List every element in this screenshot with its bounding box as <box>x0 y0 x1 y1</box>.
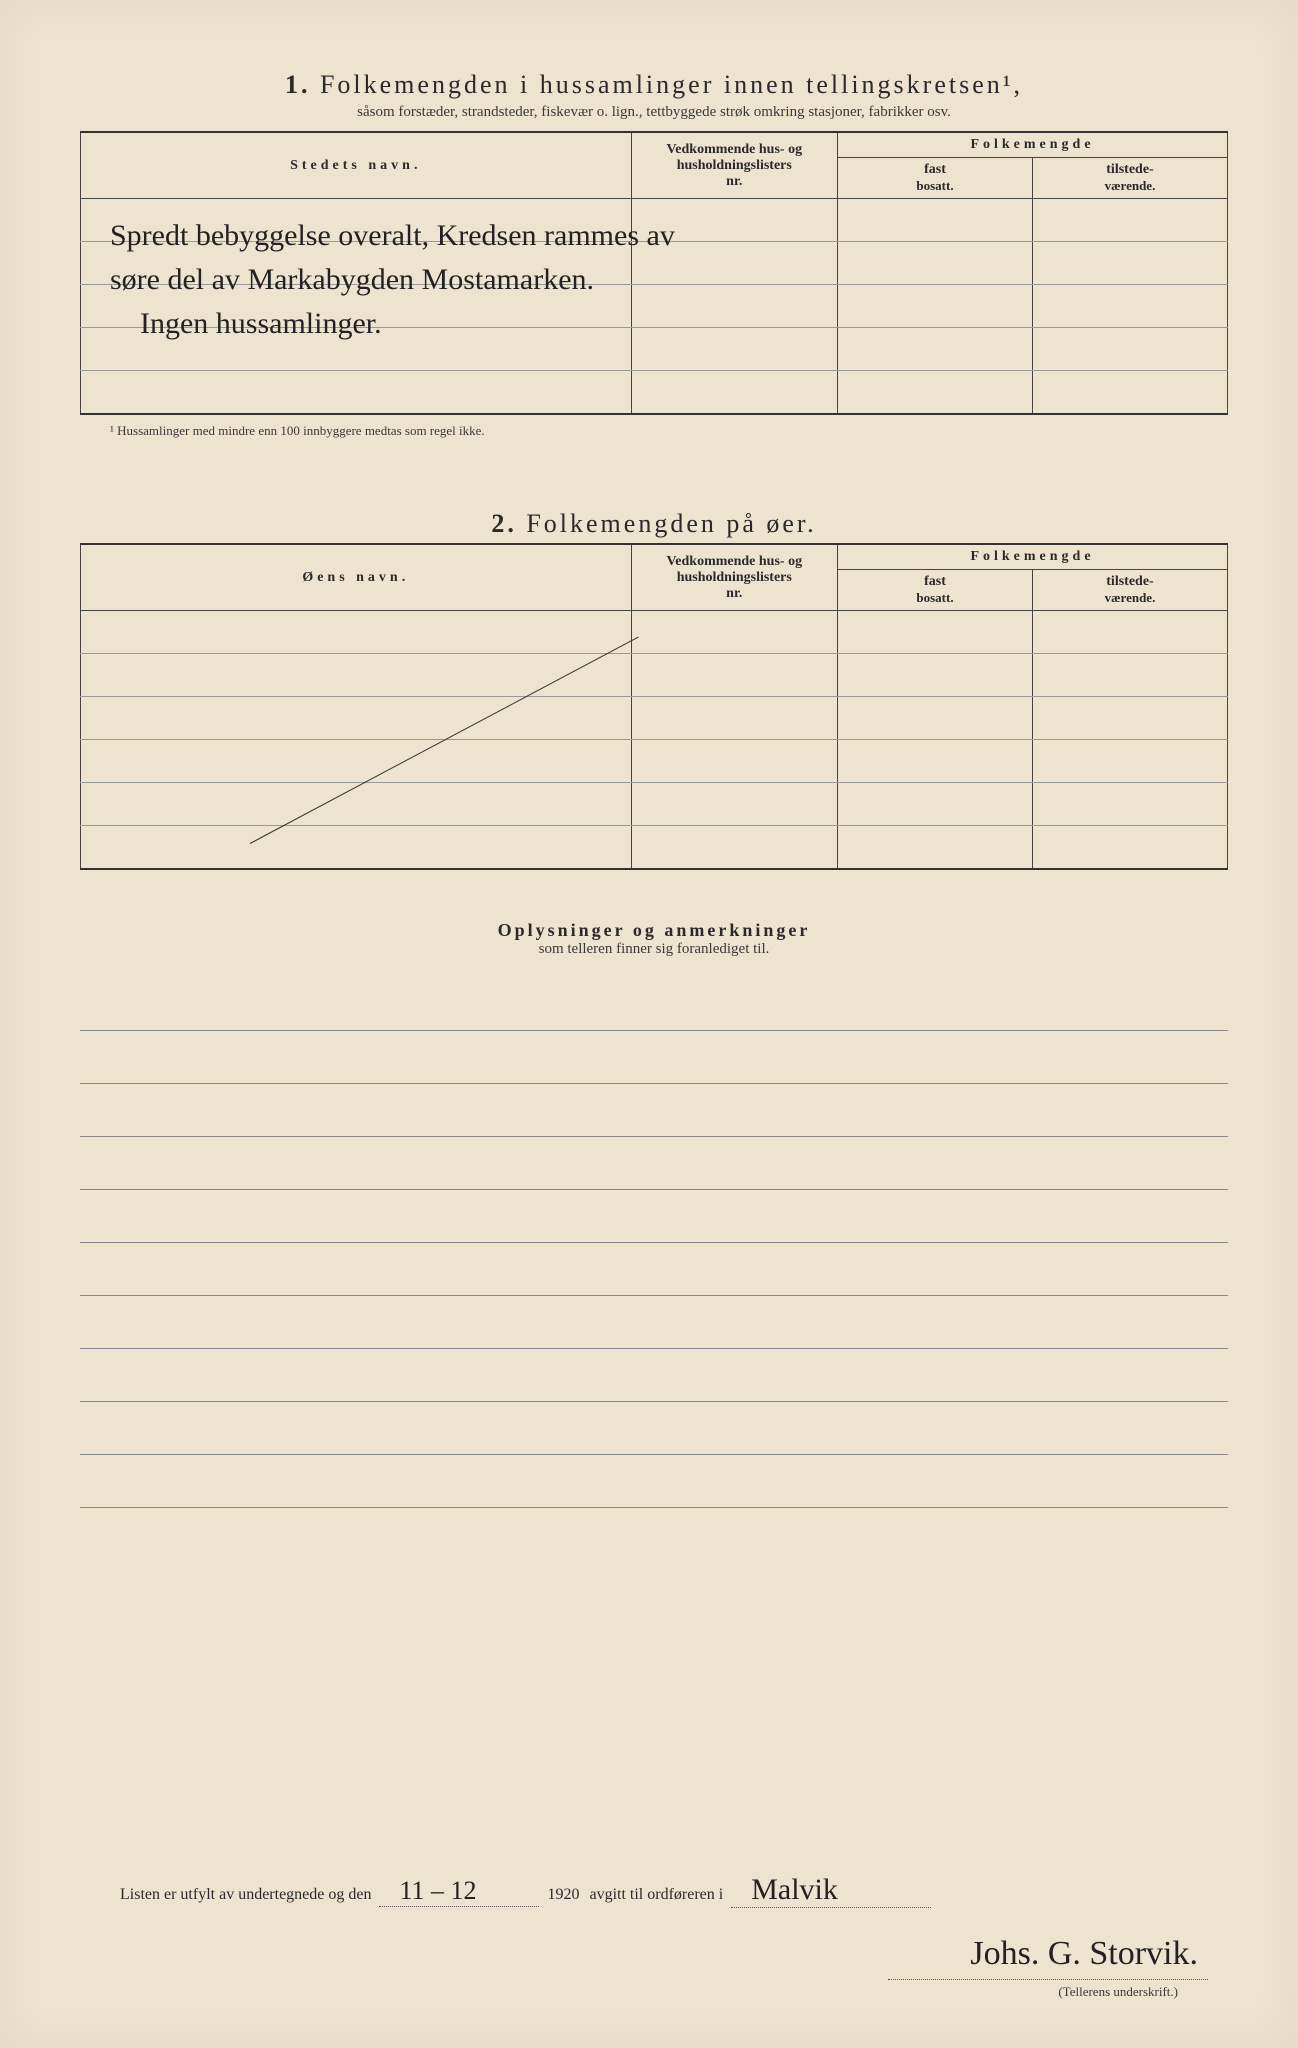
section2: 2. Folkemengden på øer. Øens navn. Vedko… <box>80 509 1228 870</box>
handwritten-line3: Ingen hussamlinger. <box>140 307 382 341</box>
col-nr-l2: husholdningslisters <box>638 570 831 586</box>
section2-title: 2. Folkemengden på øer. <box>80 509 1228 539</box>
section1-table-wrap: Stedets navn. Vedkommende hus- og hushol… <box>80 131 1228 415</box>
ruled-line <box>80 1349 1228 1402</box>
col-til-l2: værende. <box>1039 590 1221 606</box>
col-folkemengde: Folkemengde <box>838 544 1228 570</box>
table-header-row: Stedets navn. Vedkommende hus- og hushol… <box>81 132 1228 158</box>
col-nr-l3: nr. <box>638 586 831 602</box>
col-nr-l2: husholdningslisters <box>638 158 831 174</box>
ruled-line <box>80 1031 1228 1084</box>
col-nr-l3: nr. <box>638 174 831 190</box>
col-nr-l1: Vedkommende hus- og <box>638 142 831 158</box>
ruled-line <box>80 1137 1228 1190</box>
handwritten-line1: Spredt bebyggelse overalt, Kredsen ramme… <box>110 219 675 253</box>
footer-prefix: Listen er utfylt av undertegnede og den <box>120 1886 371 1904</box>
col-fast-l2: bosatt. <box>844 590 1026 606</box>
footer-year: 1920 <box>547 1886 579 1904</box>
col-til-l1: tilstede- <box>1039 162 1221 178</box>
table-row <box>81 654 1228 697</box>
footer-place-hand: Malvik <box>751 1873 838 1906</box>
col-fast: fast bosatt. <box>838 570 1033 611</box>
footer-place-blank: Malvik <box>731 1873 931 1908</box>
col-fast-l1: fast <box>844 574 1026 590</box>
ruled-line <box>80 1455 1228 1508</box>
col-folkemengde: Folkemengde <box>838 132 1228 158</box>
col-stedets-navn: Stedets navn. <box>81 132 632 199</box>
section2-table: Øens navn. Vedkommende hus- og husholdni… <box>80 543 1228 870</box>
col-tilstede: tilstede- værende. <box>1032 158 1227 199</box>
footer-attestation: Listen er utfylt av undertegnede og den … <box>120 1873 1208 1908</box>
remarks-title: Oplysninger og anmerkninger <box>80 920 1228 941</box>
document-page: 1. Folkemengden i hussamlinger innen tel… <box>0 0 1298 2048</box>
col-tilstede: tilstede- værende. <box>1032 570 1227 611</box>
table-header-row: Øens navn. Vedkommende hus- og husholdni… <box>81 544 1228 570</box>
section1-title-text: Folkemengden i hussamlinger innen tellin… <box>320 70 1023 99</box>
remarks-subtitle: som telleren finner sig foranlediget til… <box>80 941 1228 958</box>
table-row <box>81 697 1228 740</box>
col-nr-l1: Vedkommende hus- og <box>638 554 831 570</box>
remarks-lines <box>80 978 1228 1508</box>
ruled-line <box>80 1296 1228 1349</box>
ruled-line <box>80 1402 1228 1455</box>
ruled-line <box>80 978 1228 1031</box>
section2-table-wrap: Øens navn. Vedkommende hus- og husholdni… <box>80 543 1228 870</box>
col-til-l2: værende. <box>1039 178 1221 194</box>
section1-num: 1. <box>285 70 311 99</box>
section1-title: 1. Folkemengden i hussamlinger innen tel… <box>80 70 1228 100</box>
footer-date-blank: 11 – 12 <box>379 1876 539 1907</box>
ruled-line <box>80 1243 1228 1296</box>
table-row <box>81 371 1228 415</box>
ruled-line <box>80 1190 1228 1243</box>
signature: Johs. G. Storvik. <box>970 1935 1198 1973</box>
footer-date-hand: 11 – 12 <box>399 1876 476 1905</box>
col-oens-navn: Øens navn. <box>81 544 632 611</box>
handwritten-line2: søre del av Markabygden Mostamarken. <box>110 263 594 297</box>
col-nr: Vedkommende hus- og husholdningslisters … <box>631 132 837 199</box>
section2-num: 2. <box>491 509 517 538</box>
col-fast-l2: bosatt. <box>844 178 1026 194</box>
col-til-l1: tilstede- <box>1039 574 1221 590</box>
col-fast-l1: fast <box>844 162 1026 178</box>
ruled-line <box>80 1084 1228 1137</box>
table-row <box>81 740 1228 783</box>
col-fast: fast bosatt. <box>838 158 1033 199</box>
table-row <box>81 611 1228 654</box>
signature-line <box>888 1979 1208 1980</box>
section2-title-text: Folkemengden på øer. <box>526 509 816 538</box>
col-nr: Vedkommende hus- og husholdningslisters … <box>631 544 837 611</box>
table-row <box>81 783 1228 826</box>
footer-mid: avgitt til ordføreren i <box>589 1886 723 1904</box>
section1-footnote: ¹ Hussamlinger med mindre enn 100 innbyg… <box>110 423 1228 439</box>
section1-subtitle: såsom forstæder, strandsteder, fiskevær … <box>80 104 1228 121</box>
table-row <box>81 826 1228 870</box>
signature-label: (Tellerens underskrift.) <box>1058 1984 1178 2000</box>
